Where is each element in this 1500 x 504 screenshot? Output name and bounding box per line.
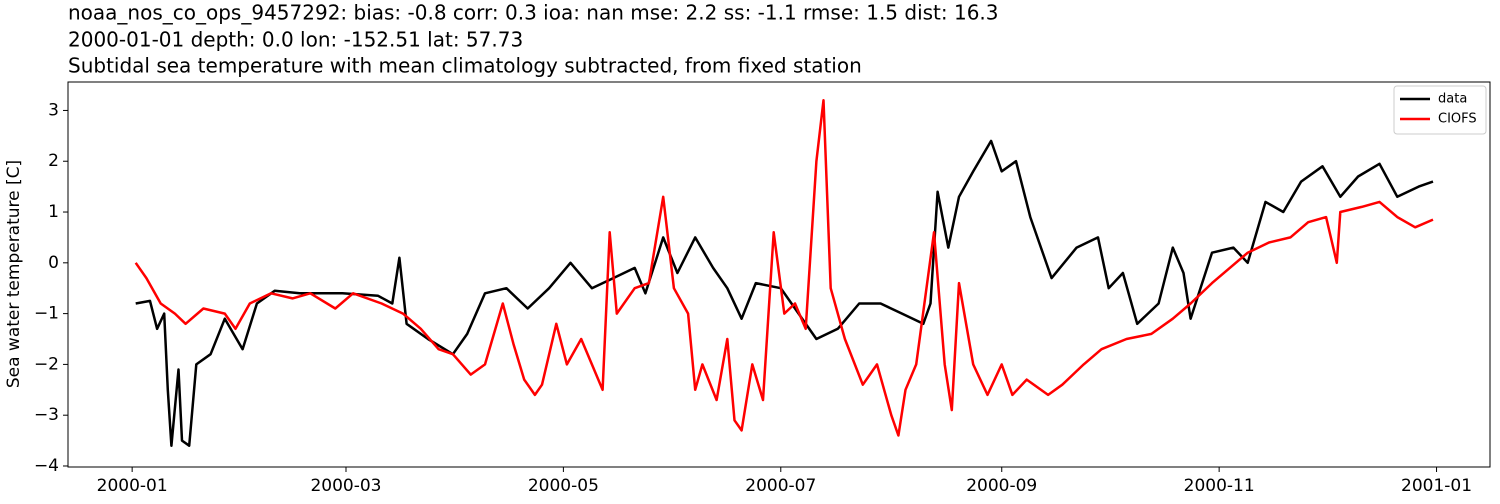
y-tick-label: 1 (48, 202, 59, 222)
legend: data CIOFS (1393, 85, 1487, 135)
x-tick-label: 2000-03 (310, 476, 381, 496)
x-tick-label: 2000-07 (745, 476, 816, 496)
x-tick-label: 2000-11 (1184, 476, 1255, 496)
plot-frame (67, 81, 1491, 468)
y-tick-label: 2 (48, 151, 59, 171)
y-tick-label: −1 (34, 304, 59, 324)
data-line (134, 99, 1434, 437)
y-tick-label: 0 (48, 253, 59, 273)
y-tick-label: 3 (48, 100, 59, 120)
x-tick-label: 2001-01 (1401, 476, 1472, 496)
chart-subtitle: 2000-01-01 depth: 0.0 lon: -152.51 lat: … (68, 28, 523, 52)
y-tick-label: −2 (34, 354, 59, 374)
x-tick-label: 2000-01 (97, 476, 168, 496)
y-tick-label: −3 (34, 405, 59, 425)
x-tick-label: 2000-09 (966, 476, 1037, 496)
y-tick-label: −4 (34, 456, 59, 476)
legend-label: data (1438, 92, 1467, 107)
y-axis-label: Sea water temperature [C] (4, 160, 24, 388)
legend-label: CIOFS (1438, 112, 1477, 127)
chart-description: Subtidal sea temperature with mean clima… (68, 54, 862, 78)
x-tick-label: 2000-05 (528, 476, 599, 496)
data-line (135, 139, 1434, 447)
chart-title: noaa_nos_co_ops_9457292: bias: -0.8 corr… (68, 1, 999, 25)
